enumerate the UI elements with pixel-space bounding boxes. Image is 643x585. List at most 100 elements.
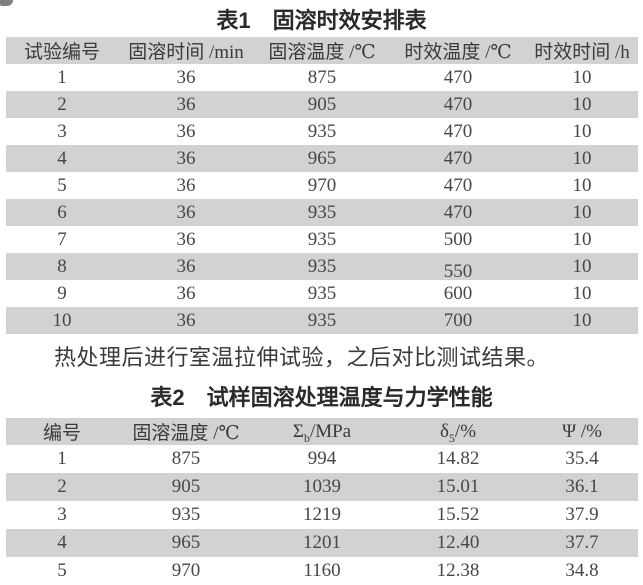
table-cell: 7 — [57, 228, 67, 250]
table-cell: 1160 — [303, 560, 341, 581]
table-cell: 935 — [171, 504, 201, 525]
table-cell: 470 — [443, 66, 473, 88]
table-cell: 600 — [443, 282, 473, 304]
table-cell: 37.7 — [565, 532, 599, 553]
table1-title: 表1 固溶时效安排表 — [216, 8, 427, 33]
table-cell: 700 — [443, 309, 473, 331]
table-cell: 36 — [176, 282, 196, 304]
table-cell: 935 — [307, 309, 337, 331]
table-row: 2 36 905 470 10 — [6, 91, 638, 118]
column-header: 编号 — [6, 418, 118, 445]
table-cell: 36 — [176, 147, 196, 169]
column-header: 固溶温度 /℃ — [118, 418, 254, 445]
table-cell: 935 — [307, 201, 337, 223]
table-cell: 36 — [176, 174, 196, 196]
table-cell: 935 — [307, 120, 337, 142]
column-header: 固溶温度 /℃ — [254, 37, 390, 64]
column-header: Ψ /% — [526, 418, 638, 445]
table-row: 3 36 935 470 10 — [6, 118, 638, 145]
table-row: 4 965 1201 12.40 37.7 — [6, 529, 638, 557]
table-cell: 1039 — [303, 476, 341, 497]
table-cell: 10 — [572, 201, 592, 223]
table-cell: 470 — [443, 201, 473, 223]
table-cell: 10 — [572, 174, 592, 196]
table-cell: 9 — [57, 282, 67, 304]
table-cell: 36 — [176, 255, 196, 277]
table-cell: 10 — [572, 66, 592, 88]
table-cell: 970 — [171, 560, 201, 581]
table-row: 6 36 935 470 10 — [6, 199, 638, 226]
table-cell: 36 — [176, 228, 196, 250]
table-row: 1 36 875 470 10 — [6, 64, 638, 91]
table-cell: 470 — [443, 147, 473, 169]
table-cell: 10 — [572, 282, 592, 304]
column-header: Σb/MPa — [254, 418, 390, 445]
table-cell: 12.40 — [436, 532, 480, 553]
table-cell: 905 — [171, 476, 201, 497]
table-cell: 36 — [176, 201, 196, 223]
table2: 编号 固溶温度 /℃ Σb/MPa δ5/% Ψ /% 1 875 994 14.82 35.4… — [6, 418, 638, 585]
table-cell: 875 — [307, 66, 337, 88]
table-cell: 1201 — [303, 532, 341, 553]
table-cell: 10 — [572, 255, 592, 277]
table-cell: 1219 — [303, 504, 341, 525]
table2-body: 1 875 994 14.82 35.4 2 905 1039 15.01 36.1 3 935 121… — [6, 445, 638, 585]
table-cell: 970 — [307, 174, 337, 196]
table1-body: 1 36 875 470 10 2 36 905 470 10 3 36 935 470 10 4 36 965 4… — [6, 64, 638, 334]
column-header: 试验编号 — [6, 37, 118, 64]
table-cell: 935 — [307, 282, 337, 304]
table-row: 5 36 970 470 10 — [6, 172, 638, 199]
scan-artifact-mark — [0, 0, 13, 6]
body-paragraph: 热处理后进行室温拉伸试验，之后对比测试结果。 — [54, 345, 550, 370]
column-header: 固溶时间 /min — [118, 37, 254, 64]
table-cell: 935 — [307, 228, 337, 250]
table-cell: 4 — [57, 532, 67, 553]
table-cell: 8 — [57, 255, 67, 277]
table1: 试验编号 固溶时间 /min 固溶温度 /℃ 时效温度 /℃ 时效时间 /h 1 36 87… — [6, 37, 638, 334]
table-cell: 15.01 — [436, 476, 480, 497]
lowered-cell-text: 550 — [443, 260, 473, 282]
table-cell: 935 — [307, 255, 337, 277]
column-header: 时效温度 /℃ — [390, 37, 526, 64]
table-cell: 1 — [57, 66, 67, 88]
table-cell: 3 — [57, 120, 67, 142]
table-cell: 36 — [176, 309, 196, 331]
table-cell: 10 — [572, 228, 592, 250]
column-header: 时效时间 /h — [526, 37, 638, 64]
table-row: 5 970 1160 12.38 34.8 — [6, 557, 638, 585]
table-cell: 36 — [176, 93, 196, 115]
table-cell: 36 — [176, 66, 196, 88]
table2-header-row: 编号 固溶温度 /℃ Σb/MPa δ5/% Ψ /% — [6, 418, 638, 445]
table-cell: 4 — [57, 147, 67, 169]
table-row: 4 36 965 470 10 — [6, 145, 638, 172]
table-cell: 10 — [572, 309, 592, 331]
table2-title: 表2 试样固溶处理温度与力学性能 — [150, 385, 493, 410]
table-cell: 10 — [52, 309, 72, 331]
table-cell: 875 — [171, 448, 201, 469]
table-cell: 36 — [176, 120, 196, 142]
table-cell: 2 — [57, 476, 67, 497]
table-cell: 550 — [390, 253, 526, 282]
table-row: 8 36 935 550 10 — [6, 253, 638, 282]
table-cell: 10 — [572, 93, 592, 115]
table1-header-row: 试验编号 固溶时间 /min 固溶温度 /℃ 时效温度 /℃ 时效时间 /h — [6, 37, 638, 64]
table-cell: 35.4 — [565, 448, 599, 469]
table-cell: 905 — [307, 93, 337, 115]
table-row: 7 36 935 500 10 — [6, 226, 638, 253]
table-cell: 3 — [57, 504, 67, 525]
table-cell: 36.1 — [565, 476, 599, 497]
table-cell: 994 — [307, 448, 337, 469]
table-row: 10 36 935 700 10 — [6, 307, 638, 334]
table-cell: 5 — [57, 174, 67, 196]
table-cell: 965 — [307, 147, 337, 169]
table-cell: 14.82 — [436, 448, 480, 469]
table-cell: 15.52 — [436, 504, 480, 525]
table-cell: 12.38 — [436, 560, 480, 581]
table-cell: 10 — [572, 120, 592, 142]
table-row: 3 935 1219 15.52 37.9 — [6, 501, 638, 529]
table-cell: 5 — [57, 560, 67, 581]
table-cell: 6 — [57, 201, 67, 223]
table-cell: 500 — [443, 228, 473, 250]
table-cell: 10 — [572, 147, 592, 169]
